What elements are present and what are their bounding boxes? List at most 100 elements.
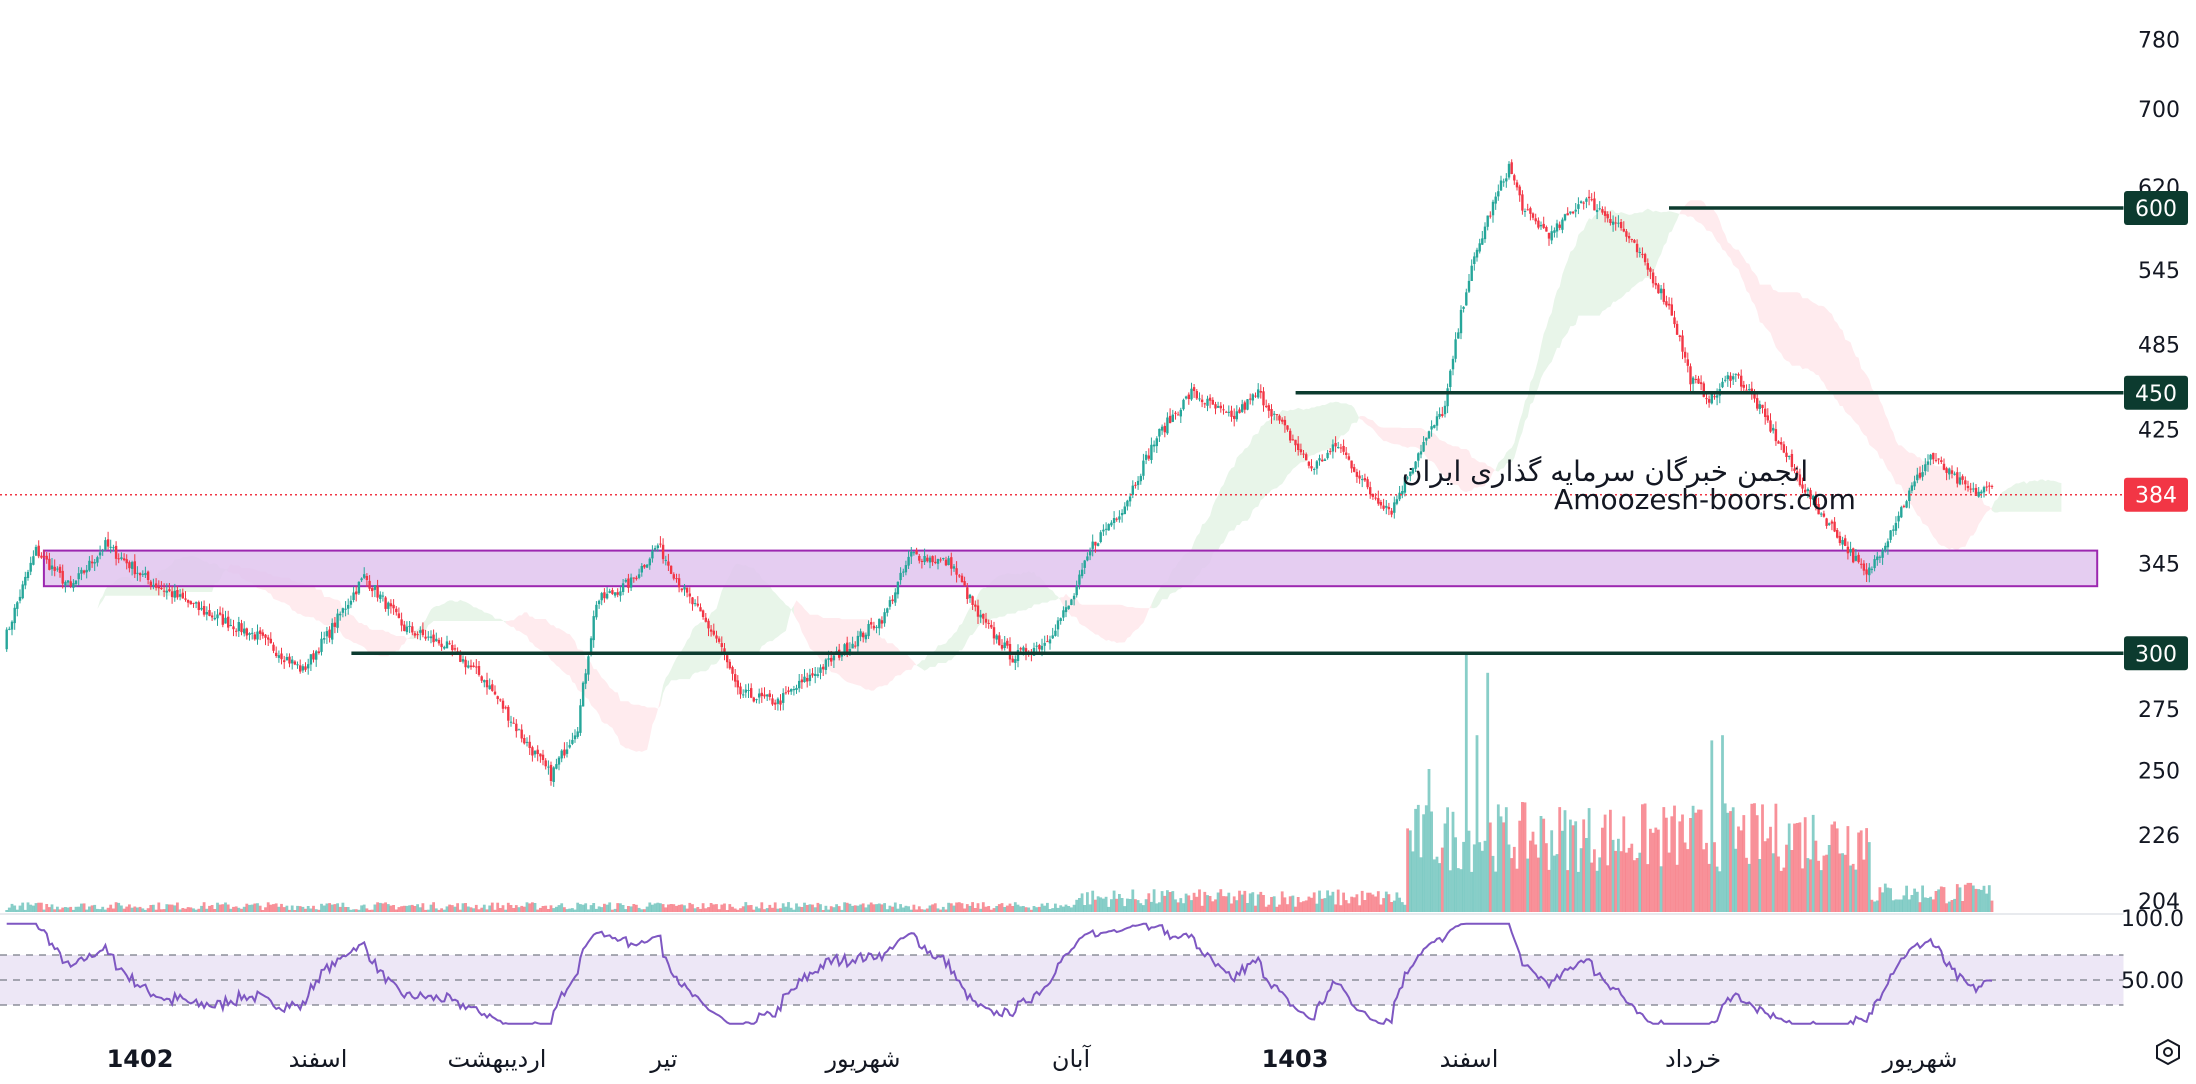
volume-bar (314, 909, 318, 912)
volume-bar (1264, 906, 1268, 912)
candle (576, 727, 579, 739)
candle (1545, 225, 1548, 232)
volume-bar (397, 907, 401, 912)
volume-bar (341, 902, 345, 912)
volume-bar (840, 909, 844, 912)
volume-bar (1939, 886, 1943, 912)
candle (8, 626, 11, 631)
volume-bar (552, 908, 556, 912)
candle (1347, 453, 1351, 461)
volume-bar (643, 909, 646, 912)
volume-bar (416, 904, 419, 912)
volume-bar (1555, 854, 1559, 912)
candle (1510, 159, 1513, 175)
volume-bar (640, 909, 644, 912)
candle (1646, 258, 1649, 276)
volume-bar (1075, 899, 1079, 912)
candle (29, 556, 32, 576)
candle (82, 569, 86, 575)
volume-bar (1198, 889, 1201, 912)
volume-bar (488, 905, 492, 912)
candle (947, 555, 950, 566)
candle (40, 552, 43, 559)
volume-bar (995, 906, 999, 912)
volume-bar (7, 907, 11, 912)
candle (1254, 392, 1257, 398)
cloud-segment (660, 563, 794, 706)
candle (507, 705, 510, 728)
candle (1283, 416, 1287, 433)
candle (5, 627, 8, 652)
volume-bar (1376, 891, 1380, 912)
volume-bar (80, 903, 83, 912)
candle (1924, 458, 1927, 476)
volume-bar (525, 902, 529, 912)
candle (162, 583, 166, 598)
candle (755, 698, 758, 704)
candle (1235, 405, 1238, 422)
volume-bar (1571, 825, 1575, 912)
volume-bar (1024, 907, 1028, 912)
volume-bar (749, 905, 753, 912)
candle (264, 634, 267, 646)
candle (53, 559, 56, 577)
volume-bar (1881, 892, 1884, 912)
volume-bar (1422, 814, 1425, 912)
volume-bar (891, 906, 894, 912)
volume-bar (1539, 816, 1543, 912)
volume-bar (482, 904, 486, 912)
support-zone (42, 549, 2099, 588)
candle (1211, 397, 1214, 405)
candle (253, 631, 256, 641)
volume-bar (389, 905, 393, 912)
volume-bar (338, 906, 342, 912)
volume-bar (907, 906, 910, 912)
volume-bar (325, 903, 329, 912)
volume-bar (1414, 808, 1417, 912)
candle (1988, 482, 1991, 494)
volume-bar (1430, 811, 1433, 912)
candle (357, 581, 361, 595)
candle (61, 564, 64, 589)
candle (923, 548, 926, 565)
candle (1387, 502, 1391, 516)
candle (1539, 221, 1543, 230)
volume-bar (915, 909, 918, 912)
candle (1801, 477, 1804, 494)
volume-bar (1947, 901, 1951, 912)
volume-bar (93, 904, 97, 912)
volume-bar (1387, 894, 1391, 912)
candle (109, 539, 112, 554)
volume-bar (1950, 900, 1954, 912)
candle (915, 547, 918, 555)
candle (878, 618, 881, 636)
candle (715, 630, 718, 643)
volume-bar (1158, 902, 1161, 912)
volume-bar (1302, 901, 1305, 912)
volume-bar (517, 907, 521, 912)
price-badge: 384 (2124, 477, 2188, 512)
volume-bar (1342, 892, 1345, 912)
volume-bar (1726, 812, 1730, 912)
candle (1443, 400, 1447, 418)
volume-bar (701, 903, 705, 912)
settings-hexagon-icon[interactable] (2148, 1032, 2188, 1072)
volume-bar (763, 909, 766, 912)
candle (477, 661, 481, 677)
volume-bar (1921, 885, 1924, 912)
candle (931, 555, 934, 566)
volume-bar (1814, 840, 1818, 912)
candle (549, 761, 553, 786)
volume-bar (400, 906, 403, 912)
volume-bar (1091, 890, 1095, 912)
candle (1873, 555, 1876, 572)
volume-bar (408, 905, 411, 912)
volume-bar (1611, 839, 1615, 912)
cloud-segment (1060, 593, 1152, 643)
candle (533, 750, 537, 758)
candle (1908, 487, 1911, 509)
volume-bar (848, 903, 852, 912)
volume-bar (1286, 904, 1289, 912)
